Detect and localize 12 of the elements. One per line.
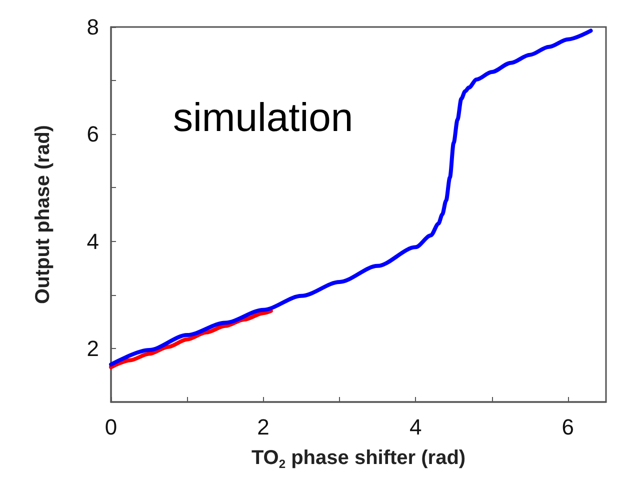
- x-tick-label: 0: [104, 414, 118, 440]
- annotation: simulation: [173, 96, 354, 140]
- line-series: [109, 28, 593, 366]
- line-series: [109, 308, 273, 370]
- x-tick-label: 4: [409, 414, 422, 440]
- x-tick-label: 6: [562, 414, 574, 440]
- y-tick-label: 2: [86, 336, 99, 361]
- y-tick-label: 6: [86, 122, 99, 147]
- y-axis-title: Output phase (rad): [32, 125, 54, 304]
- y-tick-label: 8: [86, 14, 99, 40]
- x-tick-label: 2: [257, 414, 270, 440]
- y-tick-label: 4: [86, 228, 99, 254]
